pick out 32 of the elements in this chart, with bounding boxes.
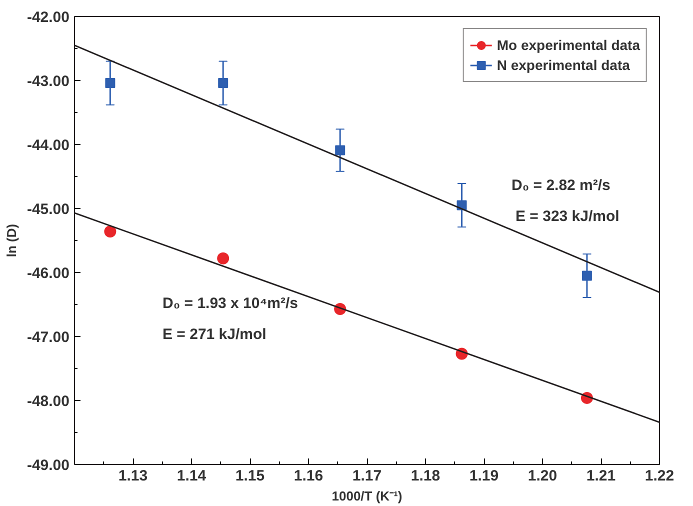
annotation: E = 271 kJ/mol [162,326,266,343]
x-tick-label: 1.18 [410,468,440,484]
annotation: D₀ = 2.82 m²/s [512,177,610,194]
point [105,78,116,88]
x-tick-label: 1.19 [469,468,499,484]
x-tick-label: 1.16 [294,468,324,484]
y-tick-label: -49.00 [26,457,70,474]
point [218,78,228,88]
y-tick-label: -44.00 [26,137,70,154]
x-axis-title: 1000/T (K⁻¹) [332,488,402,504]
point [335,145,346,156]
point [217,252,230,264]
legend-label: Mo experimental data [496,37,640,53]
y-tick-label: -43.00 [26,73,70,90]
y-tick-label: -42.00 [26,9,70,26]
x-tick-label: 1.21 [586,468,616,484]
x-tick-label: 1.20 [528,468,558,484]
y-tick-label: -46.00 [26,265,70,282]
y-tick-label: -48.00 [26,393,70,410]
legend-label: N experimental data [496,57,630,73]
annotation: E = 323 kJ/mol [516,208,620,225]
x-tick-label: 1.17 [352,468,382,484]
y-axis-title: ln (D) [4,224,19,258]
annotation: D₀ = 1.93 x 10⁴m²/s [162,295,298,312]
x-tick-label: 1.22 [644,468,674,484]
x-tick-label: 1.15 [235,468,265,484]
y-tick-label: -47.00 [26,329,70,346]
point [104,226,116,238]
x-tick-label: 1.14 [176,468,207,484]
point [582,270,592,281]
x-tick-label: 1.13 [118,468,148,484]
y-tick-label: -45.00 [26,201,70,218]
